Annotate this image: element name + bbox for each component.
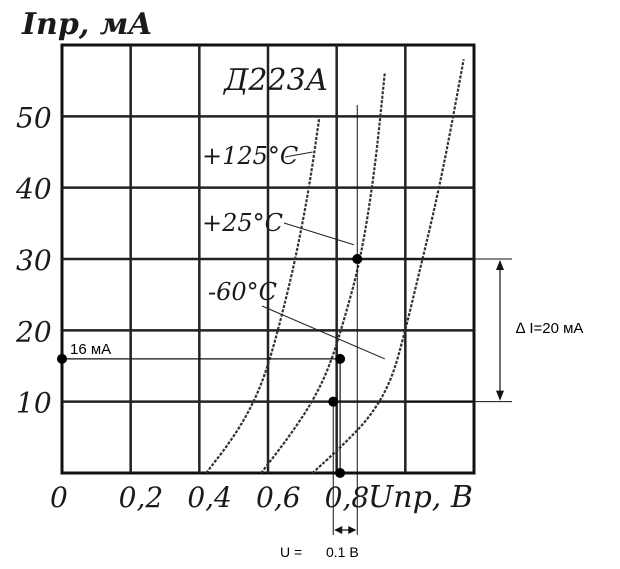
tick-labels: 0 0,2 0,4 0,6 0,8 10 20 30 40 50 [15, 101, 369, 514]
x-tick-label: 0,4 [187, 481, 232, 514]
delta-i-arrowhead-top [496, 260, 504, 270]
series-label-25: +25°C [202, 209, 283, 237]
chart-title: Д223А [222, 63, 328, 98]
marker-point [335, 468, 346, 478]
marker-point [57, 353, 67, 364]
marker-points [57, 254, 363, 478]
delta-i-label: ∆ I=20 мА [516, 320, 583, 337]
series-label-minus60: -60°C [208, 278, 277, 306]
y-tick-label: 30 [16, 244, 52, 277]
annotation-lines [62, 105, 512, 535]
y-tick-label: 20 [15, 315, 52, 348]
y-tick-label: 50 [16, 101, 52, 134]
series-curve [260, 73, 386, 474]
leader-line-25 [283, 222, 354, 246]
marker-point [328, 396, 339, 407]
leader-line-minus60 [261, 305, 385, 360]
delta-u-value: 0.1 В [326, 544, 359, 560]
y-tick-label: 40 [15, 173, 52, 206]
series-curve [205, 116, 321, 474]
delta-u-arrowhead-left [334, 526, 343, 534]
x-tick-label: 0 [50, 481, 68, 514]
leader-line-125 [284, 151, 313, 158]
delta-u-label: U = [280, 544, 302, 560]
marker-point [335, 353, 346, 364]
x-tick-label: 0,2 [119, 481, 164, 514]
y-tick-label: 10 [16, 387, 52, 420]
series-curve [311, 59, 465, 474]
delta-u-arrowhead-right [348, 526, 357, 534]
current-16ma-label: 16 мА [70, 341, 111, 358]
legend-leader-lines [261, 151, 385, 360]
x-tick-label: 0,6 [256, 481, 301, 514]
y-axis-label: Iпр, мА [21, 7, 153, 42]
marker-point [352, 254, 363, 264]
x-tick-label: 0,8 [325, 481, 370, 514]
delta-i-arrowhead-bottom [496, 390, 504, 401]
series-label-125: +125°C [202, 142, 298, 170]
series-curves [205, 59, 465, 474]
x-axis-label: Uпр, В [368, 480, 473, 515]
